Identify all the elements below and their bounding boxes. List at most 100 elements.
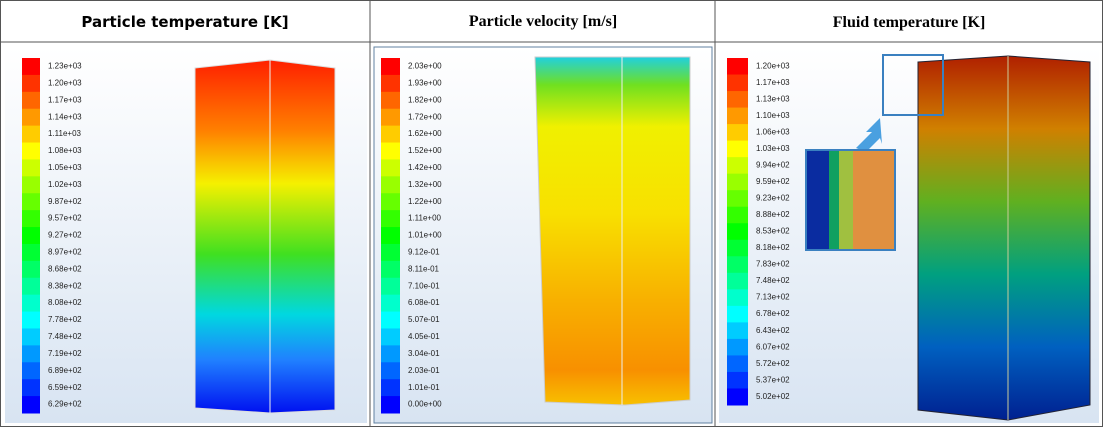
colorbar-swatch [727, 190, 748, 208]
colorbar-swatch [727, 223, 748, 241]
colorbar-label: 7.48e+02 [756, 276, 790, 285]
colorbar-swatch [727, 239, 748, 257]
panel-title: Particle temperature [K] [81, 13, 288, 31]
colorbar-label: 8.97e+02 [48, 248, 82, 257]
panel-title: Fluid temperature [K] [833, 14, 986, 31]
colorbar-label: 7.83e+02 [756, 260, 790, 269]
arrow [856, 118, 882, 152]
colorbar-swatch [727, 173, 748, 191]
colorbar-label: 1.13e+03 [756, 94, 790, 103]
colorbar-label: 1.72e+00 [408, 112, 442, 121]
colorbar-label: 7.13e+02 [756, 293, 790, 302]
colorbar-label: 5.37e+02 [756, 375, 790, 384]
colorbar-swatch [727, 91, 748, 109]
colorbar-swatch [381, 243, 400, 262]
colorbar-swatch [381, 311, 400, 329]
colorbar-label: 8.68e+02 [48, 264, 82, 273]
colorbar-swatch [22, 260, 40, 279]
colorbar-label: 5.02e+02 [756, 392, 790, 401]
colorbar-label: 5.72e+02 [756, 359, 790, 368]
colorbar-label: 1.20e+03 [756, 61, 790, 70]
colorbar-swatch [381, 379, 400, 397]
inset [805, 149, 896, 251]
colorbar-label: 6.59e+02 [48, 383, 82, 392]
colorbar-swatch [727, 305, 748, 323]
colorbar-swatch [727, 272, 748, 290]
colorbar-swatch [727, 371, 748, 389]
colorbar-label: 4.05e-01 [408, 332, 440, 341]
colorbar-label: 7.10e-01 [408, 281, 440, 290]
colorbar-swatch [22, 125, 40, 144]
colorbar-label: 7.48e+02 [48, 332, 82, 341]
colorbar-swatch [727, 107, 748, 125]
colorbar-swatch [727, 256, 748, 274]
colorbar-label: 7.19e+02 [48, 349, 82, 358]
colorbar-swatch [22, 74, 40, 93]
colorbar-label: 8.18e+02 [756, 243, 790, 252]
colorbar-label: 1.52e+00 [408, 146, 442, 155]
colorbar-label: 1.32e+00 [408, 180, 442, 189]
colorbar-label: 6.78e+02 [756, 309, 790, 318]
colorbar-swatch [22, 311, 40, 329]
contour-column [194, 59, 336, 414]
colorbar-swatch [381, 277, 400, 296]
colorbar-label: 2.03e-01 [408, 366, 440, 375]
colorbar-label: 9.94e+02 [756, 161, 790, 170]
colorbar-label: 1.17e+03 [756, 78, 790, 87]
colorbar-label: 1.14e+03 [48, 112, 82, 121]
colorbar-swatch [727, 322, 748, 340]
colorbar-swatch [727, 206, 748, 224]
colorbar-label: 1.82e+00 [408, 95, 442, 104]
colorbar-swatch [22, 396, 40, 414]
colorbar-swatch [381, 58, 400, 76]
colorbar-label: 1.11e+00 [408, 214, 442, 223]
colorbar-label: 9.27e+02 [48, 231, 82, 240]
colorbar-label: 9.57e+02 [48, 214, 82, 223]
colorbar-label: 1.11e+03 [48, 129, 82, 138]
colorbar-swatch [381, 108, 400, 127]
colorbar-label: 1.02e+03 [48, 180, 82, 189]
colorbar-swatch [381, 125, 400, 144]
colorbar-label: 7.78e+02 [48, 315, 82, 324]
colorbar-label: 9.12e-01 [408, 248, 440, 257]
colorbar-swatch [22, 159, 40, 177]
colorbar-label: 1.20e+03 [48, 78, 82, 87]
colorbar-swatch [22, 108, 40, 127]
colorbar-swatch [22, 176, 40, 194]
colorbar-swatch [22, 362, 40, 380]
colorbar-swatch [381, 210, 400, 228]
colorbar-swatch [381, 74, 400, 93]
colorbar-swatch [22, 91, 40, 110]
zoom-box [882, 54, 944, 116]
colorbar-swatch [22, 294, 40, 313]
colorbar-label: 8.38e+02 [48, 281, 82, 290]
colorbar-swatch [727, 355, 748, 373]
colorbar-swatch [22, 142, 40, 160]
colorbar-label: 1.08e+03 [48, 146, 82, 155]
colorbar-swatch [381, 362, 400, 380]
colorbar-label: 6.89e+02 [48, 366, 82, 375]
colorbar-swatch [381, 176, 400, 194]
colorbar-swatch [727, 124, 748, 142]
colorbar-label: 8.53e+02 [756, 227, 790, 236]
colorbar-swatch [381, 294, 400, 313]
colorbar-swatch [22, 328, 40, 346]
colorbar-swatch [22, 210, 40, 228]
colorbar-label: 1.62e+00 [408, 129, 442, 138]
colorbar-swatch [381, 142, 400, 160]
colorbar-label: 9.59e+02 [756, 177, 790, 186]
colorbar-label: 8.11e-01 [408, 264, 440, 273]
colorbar-label: 1.06e+03 [756, 127, 790, 136]
colorbar-label: 1.17e+03 [48, 95, 82, 104]
colorbar-label: 1.22e+00 [408, 197, 442, 206]
colorbar-label: 2.03e+00 [408, 62, 442, 71]
colorbar-swatch [727, 58, 748, 76]
colorbar-swatch [22, 379, 40, 397]
colorbar-swatch [381, 91, 400, 110]
colorbar-label: 5.07e-01 [408, 315, 440, 324]
colorbar-label: 6.07e+02 [756, 342, 790, 351]
colorbar-label: 6.29e+02 [48, 400, 82, 409]
colorbar-label: 1.93e+00 [408, 78, 442, 87]
colorbar-label: 9.23e+02 [756, 194, 790, 203]
colorbar-label: 3.04e-01 [408, 349, 440, 358]
